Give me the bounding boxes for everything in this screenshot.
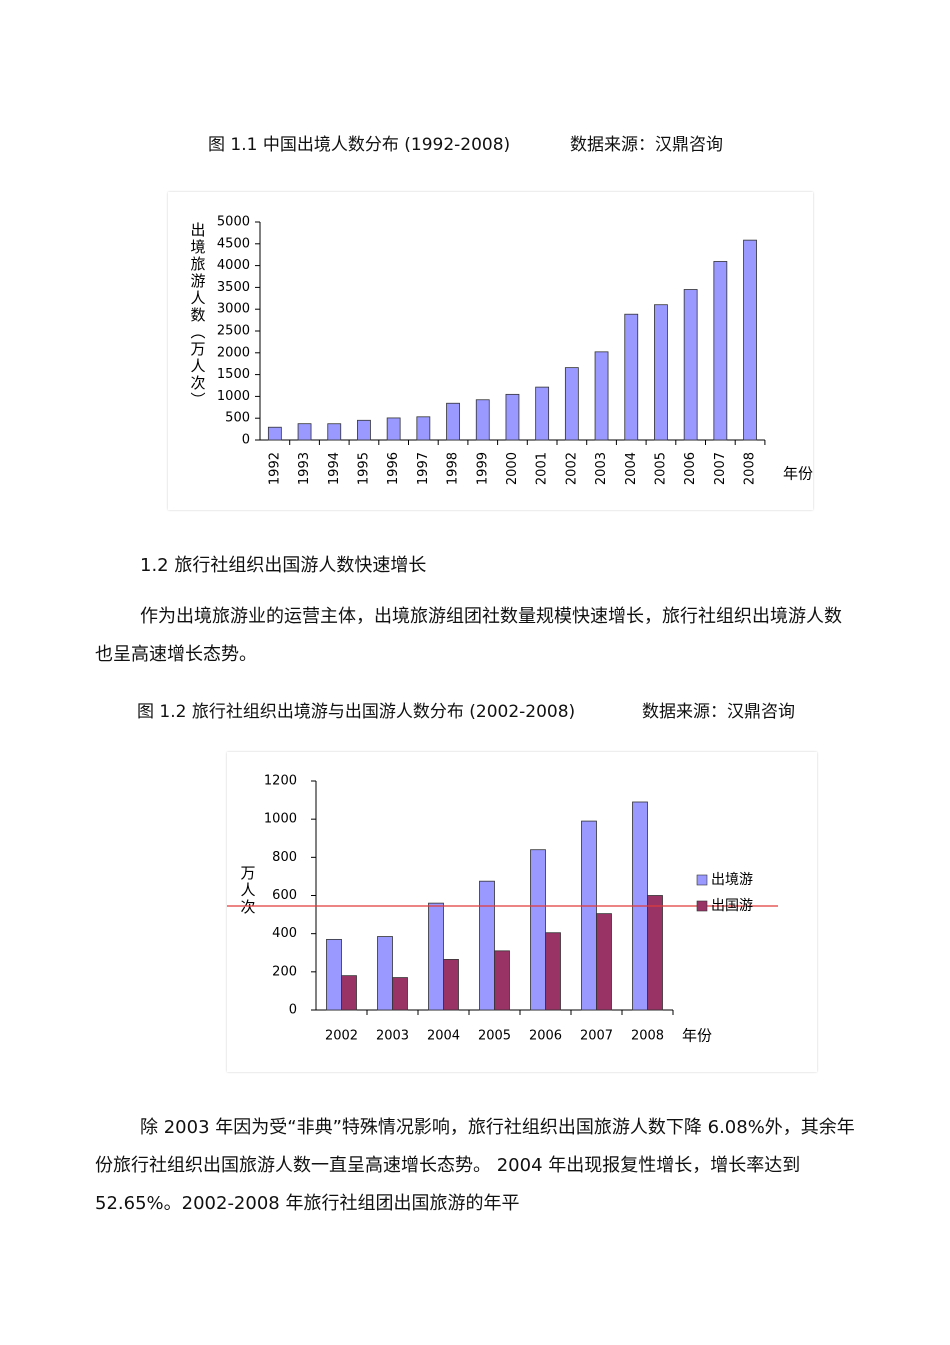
y-tick-label: 1000 (264, 812, 297, 827)
x-tick-label: 2002 (325, 1029, 358, 1044)
bar (596, 913, 612, 1011)
x-tick-label: 2007 (580, 1029, 613, 1044)
y-tick-label: 1000 (217, 389, 250, 404)
bar (416, 416, 431, 441)
legend-label: 出境游 (711, 872, 753, 888)
y-tick-label: 5000 (217, 215, 250, 230)
x-axis-label: 年份 (682, 1027, 712, 1045)
y-tick-label: 1500 (217, 367, 250, 382)
bar (624, 313, 639, 441)
bar (377, 936, 393, 1011)
y-axis-label: 出境旅游人数（万人次） (189, 222, 207, 409)
x-tick-label: 1998 (446, 452, 461, 485)
bar (386, 417, 401, 441)
paragraph: 作为出境旅游业的运营主体，出境旅游组团社数量规模快速增长，旅行社组织出境游人数也… (95, 606, 842, 665)
y-tick-label: 0 (289, 1003, 297, 1018)
x-tick-label: 2004 (624, 452, 639, 485)
caption-source: 数据来源：汉鼎咨询 (642, 702, 795, 722)
bar (654, 304, 668, 441)
y-tick-label: 500 (225, 411, 250, 426)
bar (267, 426, 282, 441)
x-tick-label: 2006 (683, 452, 698, 485)
x-tick-label: 2000 (505, 452, 520, 485)
bar (341, 975, 357, 1011)
bar (446, 402, 460, 441)
bar (683, 289, 698, 441)
bar (392, 977, 408, 1011)
legend-swatch (696, 874, 708, 886)
bar (713, 261, 728, 441)
x-tick-label: 1995 (356, 452, 371, 485)
y-tick-label: 400 (272, 926, 297, 941)
x-tick-label: 2003 (594, 452, 609, 485)
y-tick-label: 600 (272, 888, 297, 903)
bar (475, 399, 490, 441)
bar (479, 880, 495, 1011)
bar (428, 902, 444, 1011)
x-tick-label: 1997 (416, 452, 431, 485)
y-tick-label: 3000 (217, 302, 250, 317)
x-tick-label: 2008 (743, 452, 758, 485)
caption-title: 图 1.1 中国出境人数分布 (1992-2008) (208, 135, 511, 155)
x-tick-label: 2002 (564, 452, 579, 485)
legend-swatch (696, 900, 708, 912)
caption-title: 图 1.2 旅行社组织出境游与出国游人数分布 (2002-2008) (137, 702, 576, 722)
bar (443, 959, 459, 1011)
x-tick-label: 2003 (376, 1029, 409, 1044)
y-tick-label: 3500 (217, 280, 250, 295)
bar (545, 932, 561, 1011)
y-tick-label: 800 (272, 850, 297, 865)
bar (743, 239, 757, 441)
bar (594, 351, 609, 441)
y-tick-label: 4000 (217, 258, 250, 273)
x-tick-label: 1994 (327, 452, 342, 485)
bar (530, 849, 546, 1011)
x-tick-label: 1992 (267, 452, 282, 485)
section-heading: 1.2 旅行社组织出国游人数快速增长 (140, 555, 427, 576)
paragraph: 除 2003 年因为受“非典”特殊情况影响，旅行社组织出国旅游人数下降 6.08… (95, 1117, 855, 1214)
x-tick-label: 1996 (386, 452, 401, 485)
x-tick-label: 1999 (475, 452, 490, 485)
x-tick-label: 2005 (478, 1029, 511, 1044)
chart: 0 500 1000 1500 2000 2500 3000 3500 4000 4500 5000… (168, 192, 813, 510)
x-axis-label: 年份 (783, 465, 813, 483)
y-tick-label: 4500 (217, 236, 250, 251)
bar (535, 386, 550, 441)
y-axis-label: 万人次 (239, 865, 257, 916)
y-tick-label: 2000 (217, 345, 250, 360)
x-tick-label: 2008 (631, 1029, 664, 1044)
bar (564, 367, 579, 441)
bar (647, 895, 663, 1011)
bar (327, 423, 342, 441)
bar (505, 393, 520, 441)
y-tick-label: 1200 (264, 774, 297, 789)
x-tick-label: 2006 (529, 1029, 562, 1044)
x-tick-label: 2001 (535, 452, 550, 485)
y-tick-label: 2500 (217, 324, 250, 339)
y-tick-label: 200 (272, 964, 297, 979)
bar (357, 419, 371, 441)
x-tick-label: 2004 (427, 1029, 460, 1044)
x-tick-label: 2005 (653, 452, 668, 485)
bar (581, 820, 597, 1011)
x-tick-label: 2007 (713, 452, 728, 485)
caption-source: 数据来源：汉鼎咨询 (570, 135, 723, 155)
legend-label: 出国游 (711, 898, 753, 914)
x-tick-label: 1993 (297, 452, 312, 485)
bar (297, 423, 312, 441)
y-tick-label: 0 (242, 433, 250, 448)
bar (326, 938, 342, 1011)
bar (494, 950, 510, 1011)
